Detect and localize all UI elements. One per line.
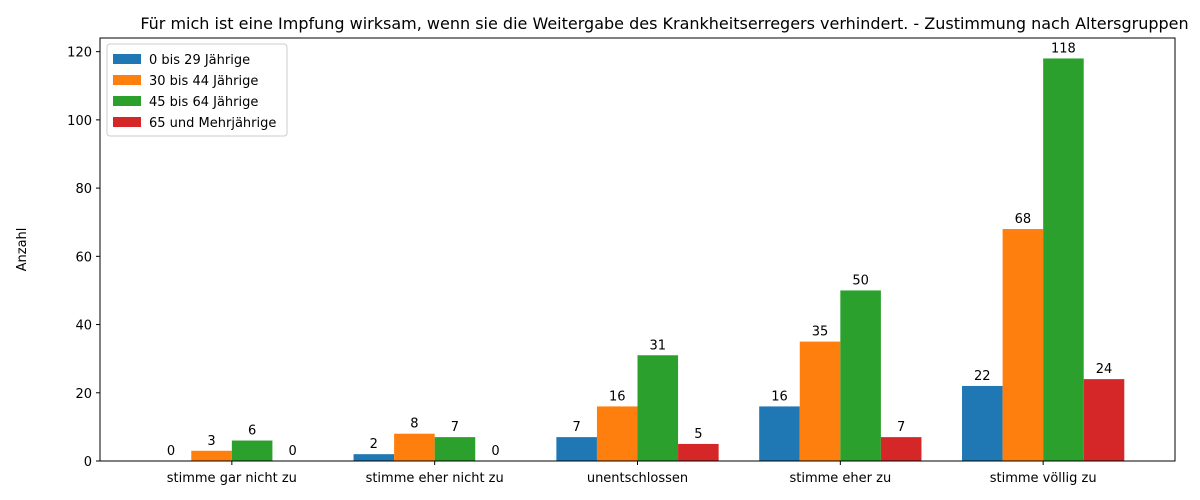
bar-2-0: [231, 440, 273, 461]
y-tick-label-0: 0: [84, 455, 92, 470]
data-label-3-1: 0: [491, 444, 499, 459]
bar-3-3: [880, 437, 922, 461]
data-label-1-1: 8: [410, 417, 418, 432]
bar-2-4: [1043, 58, 1084, 461]
bar-0-2: [556, 437, 597, 461]
x-tick-label-3: stimme eher zu: [789, 471, 891, 486]
data-label-1-3: 35: [812, 325, 829, 340]
y-tick-label-3: 60: [75, 250, 92, 265]
y-tick-label-1: 20: [75, 387, 92, 402]
bar-1-3: [799, 341, 841, 461]
bar-3-2: [678, 443, 719, 461]
x-tick-label-2: unentschlossen: [587, 471, 688, 486]
bar-0-3: [759, 406, 800, 461]
x-tick-label-1: stimme eher nicht zu: [366, 471, 504, 486]
x-tick-label-0: stimme gar nicht zu: [167, 471, 297, 486]
legend-label-2: 45 bis 64 Jährige: [149, 95, 258, 110]
data-label-1-2: 16: [609, 389, 626, 404]
data-label-1-4: 68: [1015, 212, 1032, 227]
bar-1-0: [191, 450, 232, 461]
x-tick-label-4: stimme völlig zu: [990, 471, 1097, 486]
y-tick-label-4: 80: [75, 182, 92, 197]
data-label-3-2: 5: [694, 427, 702, 442]
data-label-3-4: 24: [1096, 362, 1113, 377]
plot-frame: [99, 37, 1176, 462]
data-label-2-0: 6: [248, 424, 256, 439]
y-tick-label-6: 120: [67, 46, 92, 61]
data-label-0-2: 7: [573, 420, 581, 435]
data-label-0-1: 2: [370, 437, 378, 452]
data-label-2-2: 31: [650, 338, 667, 353]
chart-title: Für mich ist eine Impfung wirksam, wenn …: [140, 14, 1188, 33]
bar-1-2: [596, 406, 638, 461]
data-label-0-0: 0: [167, 444, 175, 459]
legend-swatch-3: [113, 117, 141, 127]
bar-0-1: [353, 454, 395, 461]
legend-box: [106, 43, 288, 137]
data-label-3-3: 7: [897, 420, 905, 435]
bar-2-1: [434, 437, 476, 461]
bar-3-4: [1083, 379, 1125, 461]
data-label-2-1: 7: [451, 420, 459, 435]
data-label-2-4: 118: [1051, 41, 1076, 56]
legend-swatch-0: [113, 54, 141, 64]
legend-swatch-1: [113, 75, 141, 85]
bar-2-3: [840, 290, 881, 461]
data-label-0-3: 16: [771, 389, 788, 404]
y-tick-label-5: 100: [67, 114, 92, 129]
legend-label-0: 0 bis 29 Jährige: [149, 53, 250, 68]
data-label-1-0: 3: [207, 434, 215, 449]
legend-swatch-2: [113, 96, 141, 106]
bar-2-2: [637, 355, 679, 461]
y-axis-label: Anzahl: [15, 228, 30, 272]
y-tick-label-2: 40: [75, 319, 92, 334]
bar-1-1: [394, 433, 435, 461]
data-label-0-4: 22: [974, 369, 991, 384]
data-label-3-0: 0: [289, 444, 297, 459]
legend-label-1: 30 bis 44 Jährige: [149, 74, 258, 89]
bar-0-4: [962, 385, 1003, 461]
data-label-2-3: 50: [852, 273, 869, 288]
bar-1-4: [1002, 229, 1044, 461]
legend-label-3: 65 und Mehrjährige: [149, 116, 276, 131]
